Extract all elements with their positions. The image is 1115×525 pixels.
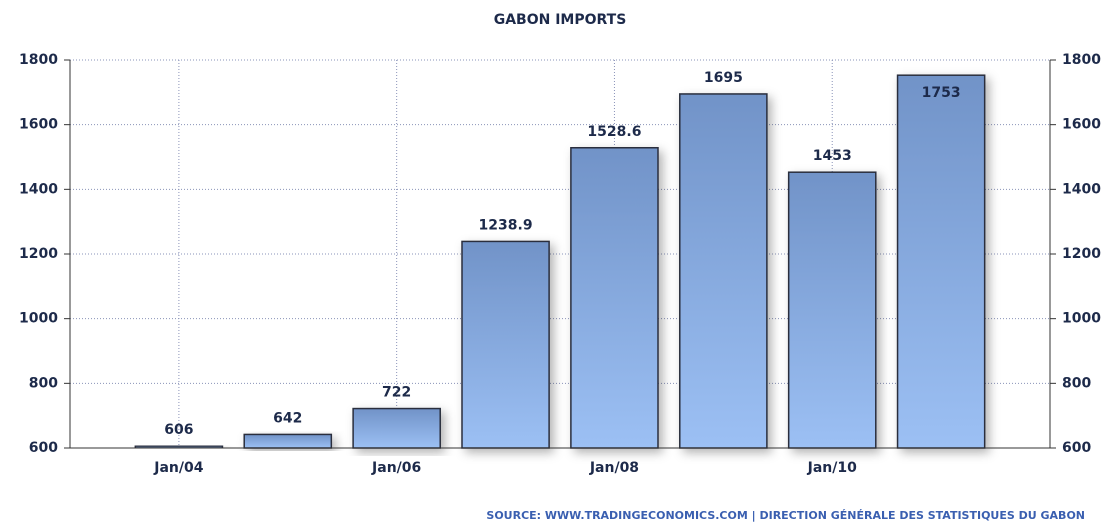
y2-tick-label: 600	[1062, 440, 1091, 456]
data-label: 1528.6	[587, 124, 641, 140]
x-tick-label: Jan/04	[153, 460, 203, 476]
bar	[243, 433, 333, 449]
y2-tick-label: 800	[1062, 375, 1091, 391]
x-tick-label: Jan/08	[589, 460, 639, 476]
data-label: 1453	[813, 148, 852, 164]
y-tick-label: 1600	[19, 117, 58, 133]
bar	[679, 93, 768, 449]
y-tick-label: 1800	[19, 52, 58, 68]
data-label: 1238.9	[479, 217, 533, 233]
data-label: 722	[382, 385, 411, 401]
bar	[570, 147, 659, 449]
x-tick-label: Jan/10	[807, 460, 857, 476]
y-tick-label: 600	[29, 440, 58, 456]
y2-tick-label: 1000	[1062, 311, 1101, 327]
chart-title: GABON IMPORTS	[494, 12, 627, 28]
bar	[787, 171, 877, 449]
x-tick-label: Jan/06	[371, 460, 421, 476]
y2-tick-label: 1800	[1062, 52, 1101, 68]
data-label: 1753	[922, 85, 961, 101]
data-label: 642	[273, 410, 302, 426]
y-tick-label: 800	[29, 375, 58, 391]
y-tick-label: 1200	[19, 246, 58, 262]
y2-tick-label: 1200	[1062, 246, 1101, 262]
bar	[896, 74, 986, 449]
source: SOURCE: WWW.TRADINGECONOMICS.COM | DIREC…	[486, 509, 1085, 522]
y2-tick-label: 1600	[1062, 117, 1101, 133]
bar	[352, 407, 441, 449]
data-label: 606	[164, 422, 193, 438]
y2-tick-label: 1400	[1062, 181, 1101, 197]
y-tick-label: 1400	[19, 181, 58, 197]
bar	[461, 240, 550, 449]
y-tick-label: 1000	[19, 311, 58, 327]
data-label: 1695	[704, 70, 743, 86]
